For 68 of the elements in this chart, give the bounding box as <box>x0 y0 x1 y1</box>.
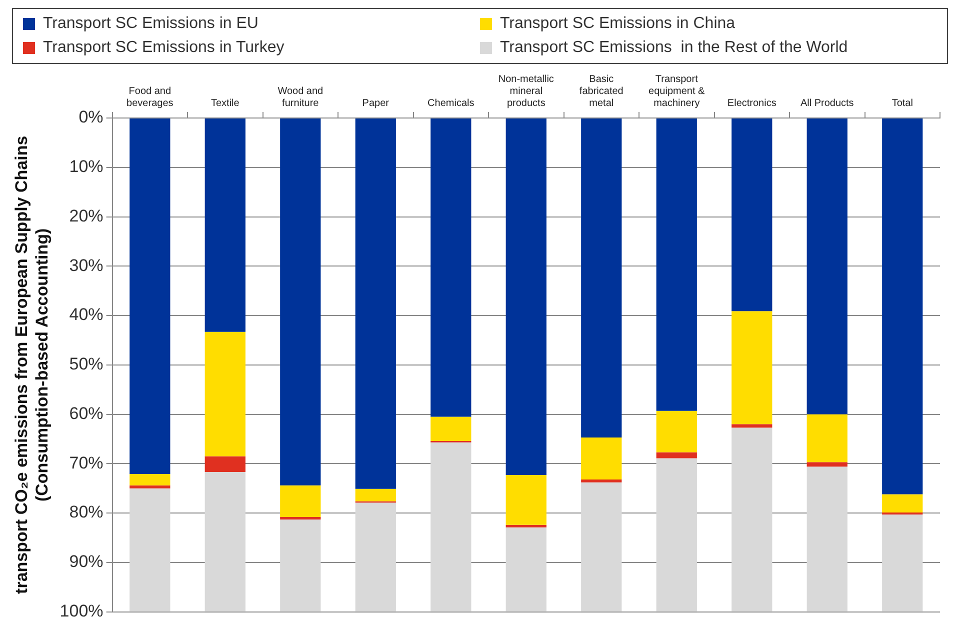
bar <box>280 485 321 517</box>
bar <box>204 118 246 332</box>
bar <box>280 118 321 486</box>
y-tick-label: 50% <box>69 354 104 374</box>
bar <box>882 494 923 513</box>
x-tick-label: All Products <box>800 98 854 109</box>
bar <box>732 424 772 428</box>
y-tick-label: 90% <box>69 552 104 572</box>
bar <box>506 118 546 476</box>
x-tick-label: Electronics <box>727 98 776 109</box>
x-tick-label: Total <box>892 98 913 109</box>
bar <box>806 462 848 467</box>
legend-label: Transport SC Emissions in Turkey <box>43 39 284 57</box>
x-tick-label: Non-metallic mineral products <box>498 74 554 109</box>
x-tick-label: Transport equipment & machinery <box>648 74 706 109</box>
y-tick-label: 40% <box>69 305 104 324</box>
bar <box>581 479 622 482</box>
bar <box>355 118 396 489</box>
y-axis-title: transport CO₂e emissions from European Supply Chains (Consumption-based Accounting) <box>12 136 52 594</box>
bar <box>732 428 772 612</box>
bar <box>656 452 697 458</box>
bar <box>130 474 170 486</box>
bar <box>806 466 848 612</box>
bar <box>581 482 622 612</box>
legend-label: Transport SC Emissions in the Rest of the World <box>500 39 848 57</box>
bar <box>430 416 472 441</box>
bar <box>656 458 697 612</box>
y-tick-label: 80% <box>69 502 104 522</box>
legend-label: Transport SC Emissions in EU <box>43 15 258 33</box>
bar <box>581 437 622 480</box>
y-tick-label: 100% <box>60 601 104 620</box>
bar <box>204 332 246 456</box>
y-tick-label: 30% <box>69 256 104 275</box>
y-tick-label: 0% <box>78 108 104 127</box>
bar <box>130 485 170 488</box>
bar <box>656 410 697 452</box>
bar <box>882 514 923 612</box>
y-tick-label: 10% <box>69 157 104 176</box>
x-tick-label: Paper <box>362 98 390 109</box>
y-tick-label: 20% <box>69 206 104 226</box>
bar <box>280 516 321 520</box>
legend-label: Transport SC Emissions in China <box>500 15 736 33</box>
x-tick-label: Wood and furniture <box>278 86 324 109</box>
bar <box>130 488 170 612</box>
bar <box>430 442 472 612</box>
x-tick-label: Food and beverages <box>126 86 174 109</box>
bar <box>581 118 622 438</box>
bar <box>806 414 848 462</box>
x-tick-label: Basic fabricated metal <box>579 74 624 109</box>
bar <box>355 488 396 502</box>
bar <box>130 118 170 474</box>
bar <box>430 118 472 417</box>
y-tick-label: 70% <box>69 453 104 472</box>
bar <box>506 524 546 528</box>
bar <box>882 118 923 494</box>
x-tick-label: Textile <box>210 98 240 109</box>
bar <box>656 118 697 411</box>
bar <box>280 519 321 612</box>
bar <box>732 118 772 312</box>
bar <box>355 502 396 612</box>
bar <box>506 475 546 525</box>
y-tick-label: 60% <box>69 404 104 423</box>
x-tick-label: Chemicals <box>428 98 474 109</box>
bar <box>204 456 246 472</box>
bar <box>732 311 772 424</box>
bar <box>506 527 546 612</box>
bar <box>806 118 848 414</box>
bar <box>204 472 246 612</box>
